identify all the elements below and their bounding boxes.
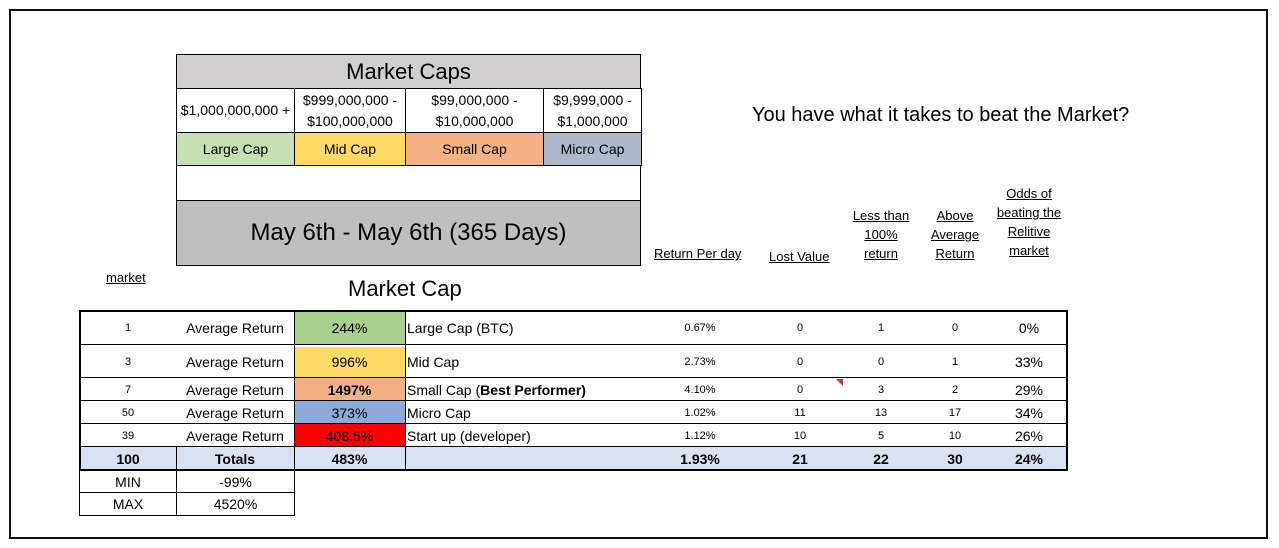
grid-line [79, 377, 1068, 378]
above-average-count: 10 [948, 429, 962, 442]
cap-name: Small Cap (Best Performer) [407, 378, 647, 401]
lost-value: 0 [796, 321, 804, 334]
above-average-count: 0 [951, 321, 959, 334]
market-count: 7 [124, 383, 132, 396]
average-return-value: 1497% [294, 378, 405, 401]
return-per-day: 1.02% [684, 406, 716, 419]
market-cap-range: $99,000,000 - $10,000,000 [405, 88, 544, 133]
totals-odds: 24% [1014, 450, 1044, 467]
market-header: market [106, 270, 146, 285]
cap-name: Mid Cap [407, 347, 647, 377]
totals-row-bg [80, 447, 1067, 470]
return-per-day: 4.10% [684, 383, 716, 396]
cap-name-bold: Best Performer) [480, 381, 586, 398]
lost-value-header: Lost Value [769, 249, 830, 264]
market-cap-label: Mid Cap [294, 132, 406, 166]
less-than-count: 13 [874, 406, 888, 419]
market-cap-range: $999,000,000 - $100,000,000 [294, 88, 406, 133]
totals-above: 30 [947, 450, 963, 467]
grid-line [176, 446, 177, 470]
lost-value: 0 [796, 383, 804, 396]
grid-line [79, 446, 1068, 447]
market-cap-header: Market Cap [348, 276, 462, 301]
odds-header: Odds of beating the Relitive market [996, 186, 1062, 258]
min-label: MIN [79, 470, 177, 493]
average-return-value: 996% [294, 347, 405, 377]
row-label: Average Return [186, 404, 284, 421]
grid-line [405, 310, 406, 470]
above-average-count: 2 [951, 383, 959, 396]
blank-row [176, 165, 641, 201]
totals-label: Totals [214, 450, 256, 467]
tagline: You have what it takes to beat the Marke… [752, 104, 1130, 126]
less-than-count: 3 [877, 383, 885, 396]
totals-less: 22 [873, 450, 889, 467]
less-than-count: 1 [877, 321, 885, 334]
cap-name: Large Cap (BTC) [407, 311, 647, 344]
less-than-count: 0 [877, 356, 885, 368]
totals-rpd: 1.93% [680, 450, 720, 467]
comment-marker-icon [836, 379, 843, 386]
above-average-header: Above Average Return [930, 208, 980, 261]
market-cap-label: Large Cap [176, 132, 295, 166]
row-label: Average Return [186, 427, 284, 444]
return-per-day: 2.73% [684, 356, 716, 368]
market-count: 39 [121, 429, 135, 442]
grid-line [294, 310, 295, 470]
lost-value: 0 [796, 356, 804, 368]
cap-name: Start up (developer) [407, 424, 647, 447]
market-cap-label: Micro Cap [543, 132, 642, 166]
min-value: -99% [176, 470, 295, 493]
odds-value: 0% [1018, 319, 1040, 336]
lost-value: 10 [793, 429, 807, 442]
sheet-frame [9, 9, 1268, 539]
grid-line [79, 310, 1068, 312]
cap-name-text: Small Cap ( [407, 381, 481, 398]
odds-value: 29% [1014, 381, 1044, 398]
above-average-count: 1 [951, 356, 959, 368]
grid-line [79, 344, 1068, 345]
odds-value: 33% [1014, 354, 1044, 370]
cap-name-text: Mid Cap [407, 354, 460, 370]
return-per-day: 1.12% [684, 429, 716, 442]
max-value: 4520% [176, 492, 295, 516]
row-label: Average Return [186, 381, 284, 398]
average-return-value: 244% [294, 311, 405, 344]
totals-pct: 483% [331, 450, 368, 467]
odds-value: 34% [1014, 404, 1044, 421]
totals-market: 100 [116, 450, 140, 467]
grid-line [79, 423, 1068, 424]
date-range: May 6th - May 6th (365 Days) [176, 200, 641, 266]
cap-name-text: Large Cap (BTC) [407, 319, 514, 336]
average-return-value: 373% [294, 401, 405, 424]
row-label: Average Return [186, 319, 284, 336]
market-caps-title: Market Caps [176, 54, 641, 89]
odds-value: 26% [1014, 427, 1044, 444]
return-per-day-header: Return Per day [654, 246, 742, 261]
market-cap-range: $1,000,000,000 + [176, 88, 295, 133]
grid-line [79, 310, 81, 470]
market-count: 1 [124, 321, 132, 334]
grid-line [79, 469, 1068, 471]
grid-line [1066, 310, 1068, 470]
average-return-value: 408.5% [294, 424, 405, 447]
market-cap-range: $9,999,000 - $1,000,000 [543, 88, 642, 133]
less-than-count: 5 [877, 429, 885, 442]
cap-name-text: Micro Cap [407, 404, 471, 421]
max-label: MAX [79, 492, 177, 516]
grid-line [79, 400, 1068, 401]
return-per-day: 0.67% [684, 321, 716, 334]
market-cap-label: Small Cap [405, 132, 544, 166]
cap-name-text: Start up (developer) [407, 427, 531, 444]
cap-name: Micro Cap [407, 401, 647, 424]
row-label: Average Return [186, 354, 284, 370]
totals-lost: 21 [792, 450, 808, 467]
lost-value: 11 [794, 406, 806, 419]
market-count: 3 [124, 356, 132, 368]
less-than-header: Less than 100% return [852, 208, 910, 261]
market-count: 50 [121, 406, 135, 419]
above-average-count: 17 [948, 406, 962, 419]
